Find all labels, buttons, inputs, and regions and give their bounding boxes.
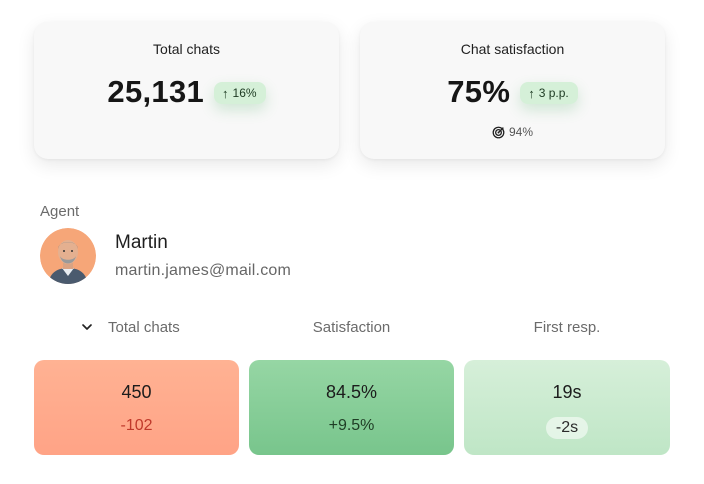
arrow-up-icon: ↑ [528,85,535,101]
chat-satisfaction-delta: 3 p.p. [538,86,569,100]
total-chats-cell: 450 -102 [34,360,239,455]
column-header-satisfaction[interactable]: Satisfaction [312,319,391,336]
first-response-cell-delta-wrap: -2s [464,417,670,439]
total-chats-cell-delta: -102 [120,417,153,434]
satisfaction-target-value: 94% [508,125,534,139]
first-response-cell-value: 19s [552,382,582,402]
agent-name: Martin [115,232,168,253]
avatar-image [40,228,96,284]
chat-satisfaction-card: Chat satisfaction 75% ↑ 3 p.p. 94% [360,22,665,159]
total-chats-value-row: 25,131 ↑ 16% [34,74,339,110]
chat-satisfaction-value: 75% [447,74,511,109]
total-chats-card: Total chats 25,131 ↑ 16% [34,22,339,159]
chat-satisfaction-delta-badge: ↑ 3 p.p. [520,82,578,104]
total-chats-delta-badge: ↑ 16% [214,82,266,104]
total-chats-delta: 16% [232,86,257,100]
chat-satisfaction-title: Chat satisfaction [460,41,565,57]
target-icon [492,126,505,138]
arrow-up-icon: ↑ [222,85,229,101]
satisfaction-cell-value: 84.5% [325,382,378,402]
chevron-down-icon[interactable] [80,320,94,334]
total-chats-value: 25,131 [107,74,205,109]
first-response-cell: 19s -2s [464,360,670,455]
column-header-total-chats[interactable]: Total chats [108,319,180,336]
satisfaction-target: 94% [360,125,665,139]
total-chats-title: Total chats [153,41,220,57]
satisfaction-cell-delta: +9.5% [328,417,375,434]
column-header-first-response[interactable]: First resp. [533,319,601,336]
first-response-cell-delta: -2s [545,417,589,439]
agent-label: Agent [40,203,80,220]
satisfaction-cell: 84.5% +9.5% [249,360,454,455]
chat-satisfaction-value-row: 75% ↑ 3 p.p. [360,74,665,110]
total-chats-cell-value: 450 [121,382,152,402]
agent-email: martin.james@mail.com [115,262,292,279]
avatar [40,228,96,284]
